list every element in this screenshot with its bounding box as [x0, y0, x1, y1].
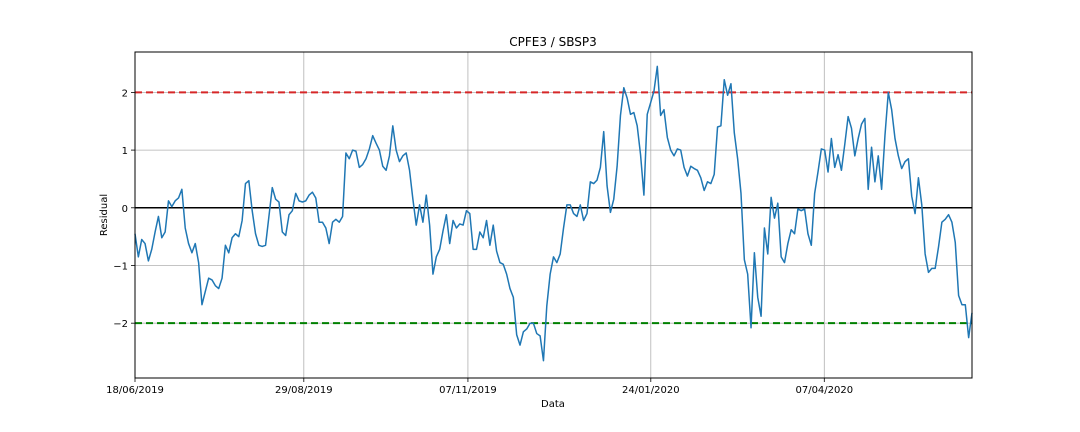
series-layer — [134, 65, 973, 362]
y-tick-label: −2 — [113, 319, 128, 330]
x-tick-label: 07/04/2020 — [795, 385, 853, 396]
x-tick-label: 07/11/2019 — [439, 385, 497, 396]
plot-frame — [134, 51, 973, 379]
x-axis-label: Data — [541, 399, 565, 410]
y-tick-label: 1 — [122, 146, 128, 157]
chart-title: CPFE3 / SBSP3 — [509, 35, 597, 49]
y-tick-label: −1 — [113, 261, 128, 272]
x-axis-ticks: 18/06/2019 29/08/2019 07/11/2019 24/01/2020… — [106, 378, 853, 396]
x-tick-label: 29/08/2019 — [275, 385, 333, 396]
y-axis-ticks: −2 −1 0 1 2 — [113, 88, 135, 330]
y-axis-label: Residual — [99, 194, 110, 236]
x-tick-label: 18/06/2019 — [106, 385, 164, 396]
reference-lines — [135, 91, 972, 325]
y-tick-label: 0 — [122, 204, 128, 215]
y-tick-label: 2 — [122, 88, 128, 99]
residual-series-line — [134, 65, 973, 362]
x-tick-label: 24/01/2020 — [622, 385, 680, 396]
